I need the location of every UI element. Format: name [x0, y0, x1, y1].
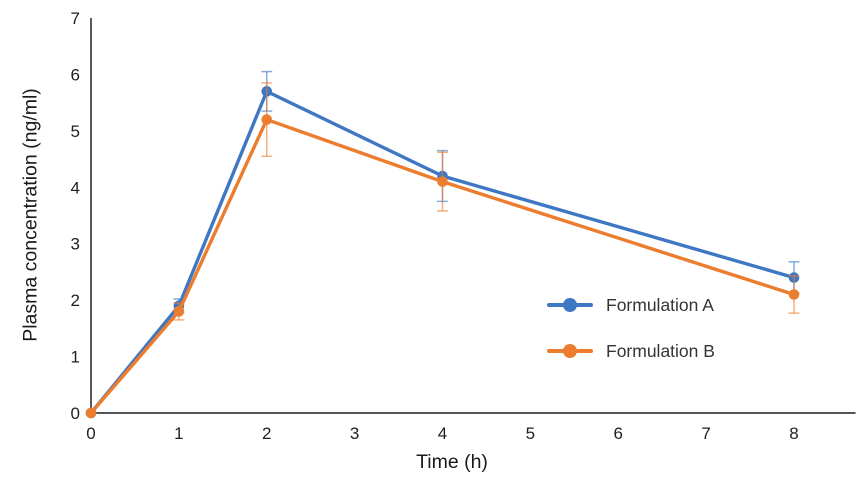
x-tick-label: 0 [86, 424, 95, 443]
x-axis-title: Time (h) [416, 451, 488, 473]
x-tick-label: 5 [526, 424, 535, 443]
y-tick-label: 7 [71, 9, 80, 28]
x-tick-label: 2 [262, 424, 271, 443]
legend: Formulation A Formulation B [547, 295, 715, 361]
legend-line-marker-b-icon [547, 341, 593, 361]
y-tick-label: 2 [71, 291, 80, 310]
data-point-formulation-b [788, 289, 800, 300]
legend-label-formulation-a: Formulation A [606, 294, 714, 315]
y-tick-label: 4 [71, 178, 80, 197]
y-tick-label: 6 [71, 65, 80, 84]
data-point-formulation-b [173, 306, 185, 317]
y-tick-label: 0 [71, 404, 80, 423]
data-point-formulation-b [261, 114, 273, 125]
x-tick-label: 1 [174, 424, 183, 443]
x-tick-label: 7 [701, 424, 710, 443]
legend-item-formulation-a: Formulation A [547, 295, 715, 315]
legend-item-formulation-b: Formulation B [547, 341, 715, 361]
y-axis-title: Plasma concentration (ng/ml) [19, 88, 42, 342]
x-tick-label: 4 [438, 424, 447, 443]
y-tick-label: 3 [71, 235, 80, 254]
x-tick-label: 6 [614, 424, 623, 443]
x-tick-label: 8 [789, 424, 798, 443]
legend-line-marker-a-icon [547, 295, 593, 315]
x-tick-label: 3 [350, 424, 359, 443]
y-tick-label: 5 [71, 122, 80, 141]
y-tick-label: 1 [71, 348, 80, 367]
data-point-formulation-b [85, 407, 97, 419]
legend-label-formulation-b: Formulation B [606, 340, 715, 361]
data-point-formulation-b [437, 176, 448, 187]
series-line-formulation-a [89, 89, 795, 415]
